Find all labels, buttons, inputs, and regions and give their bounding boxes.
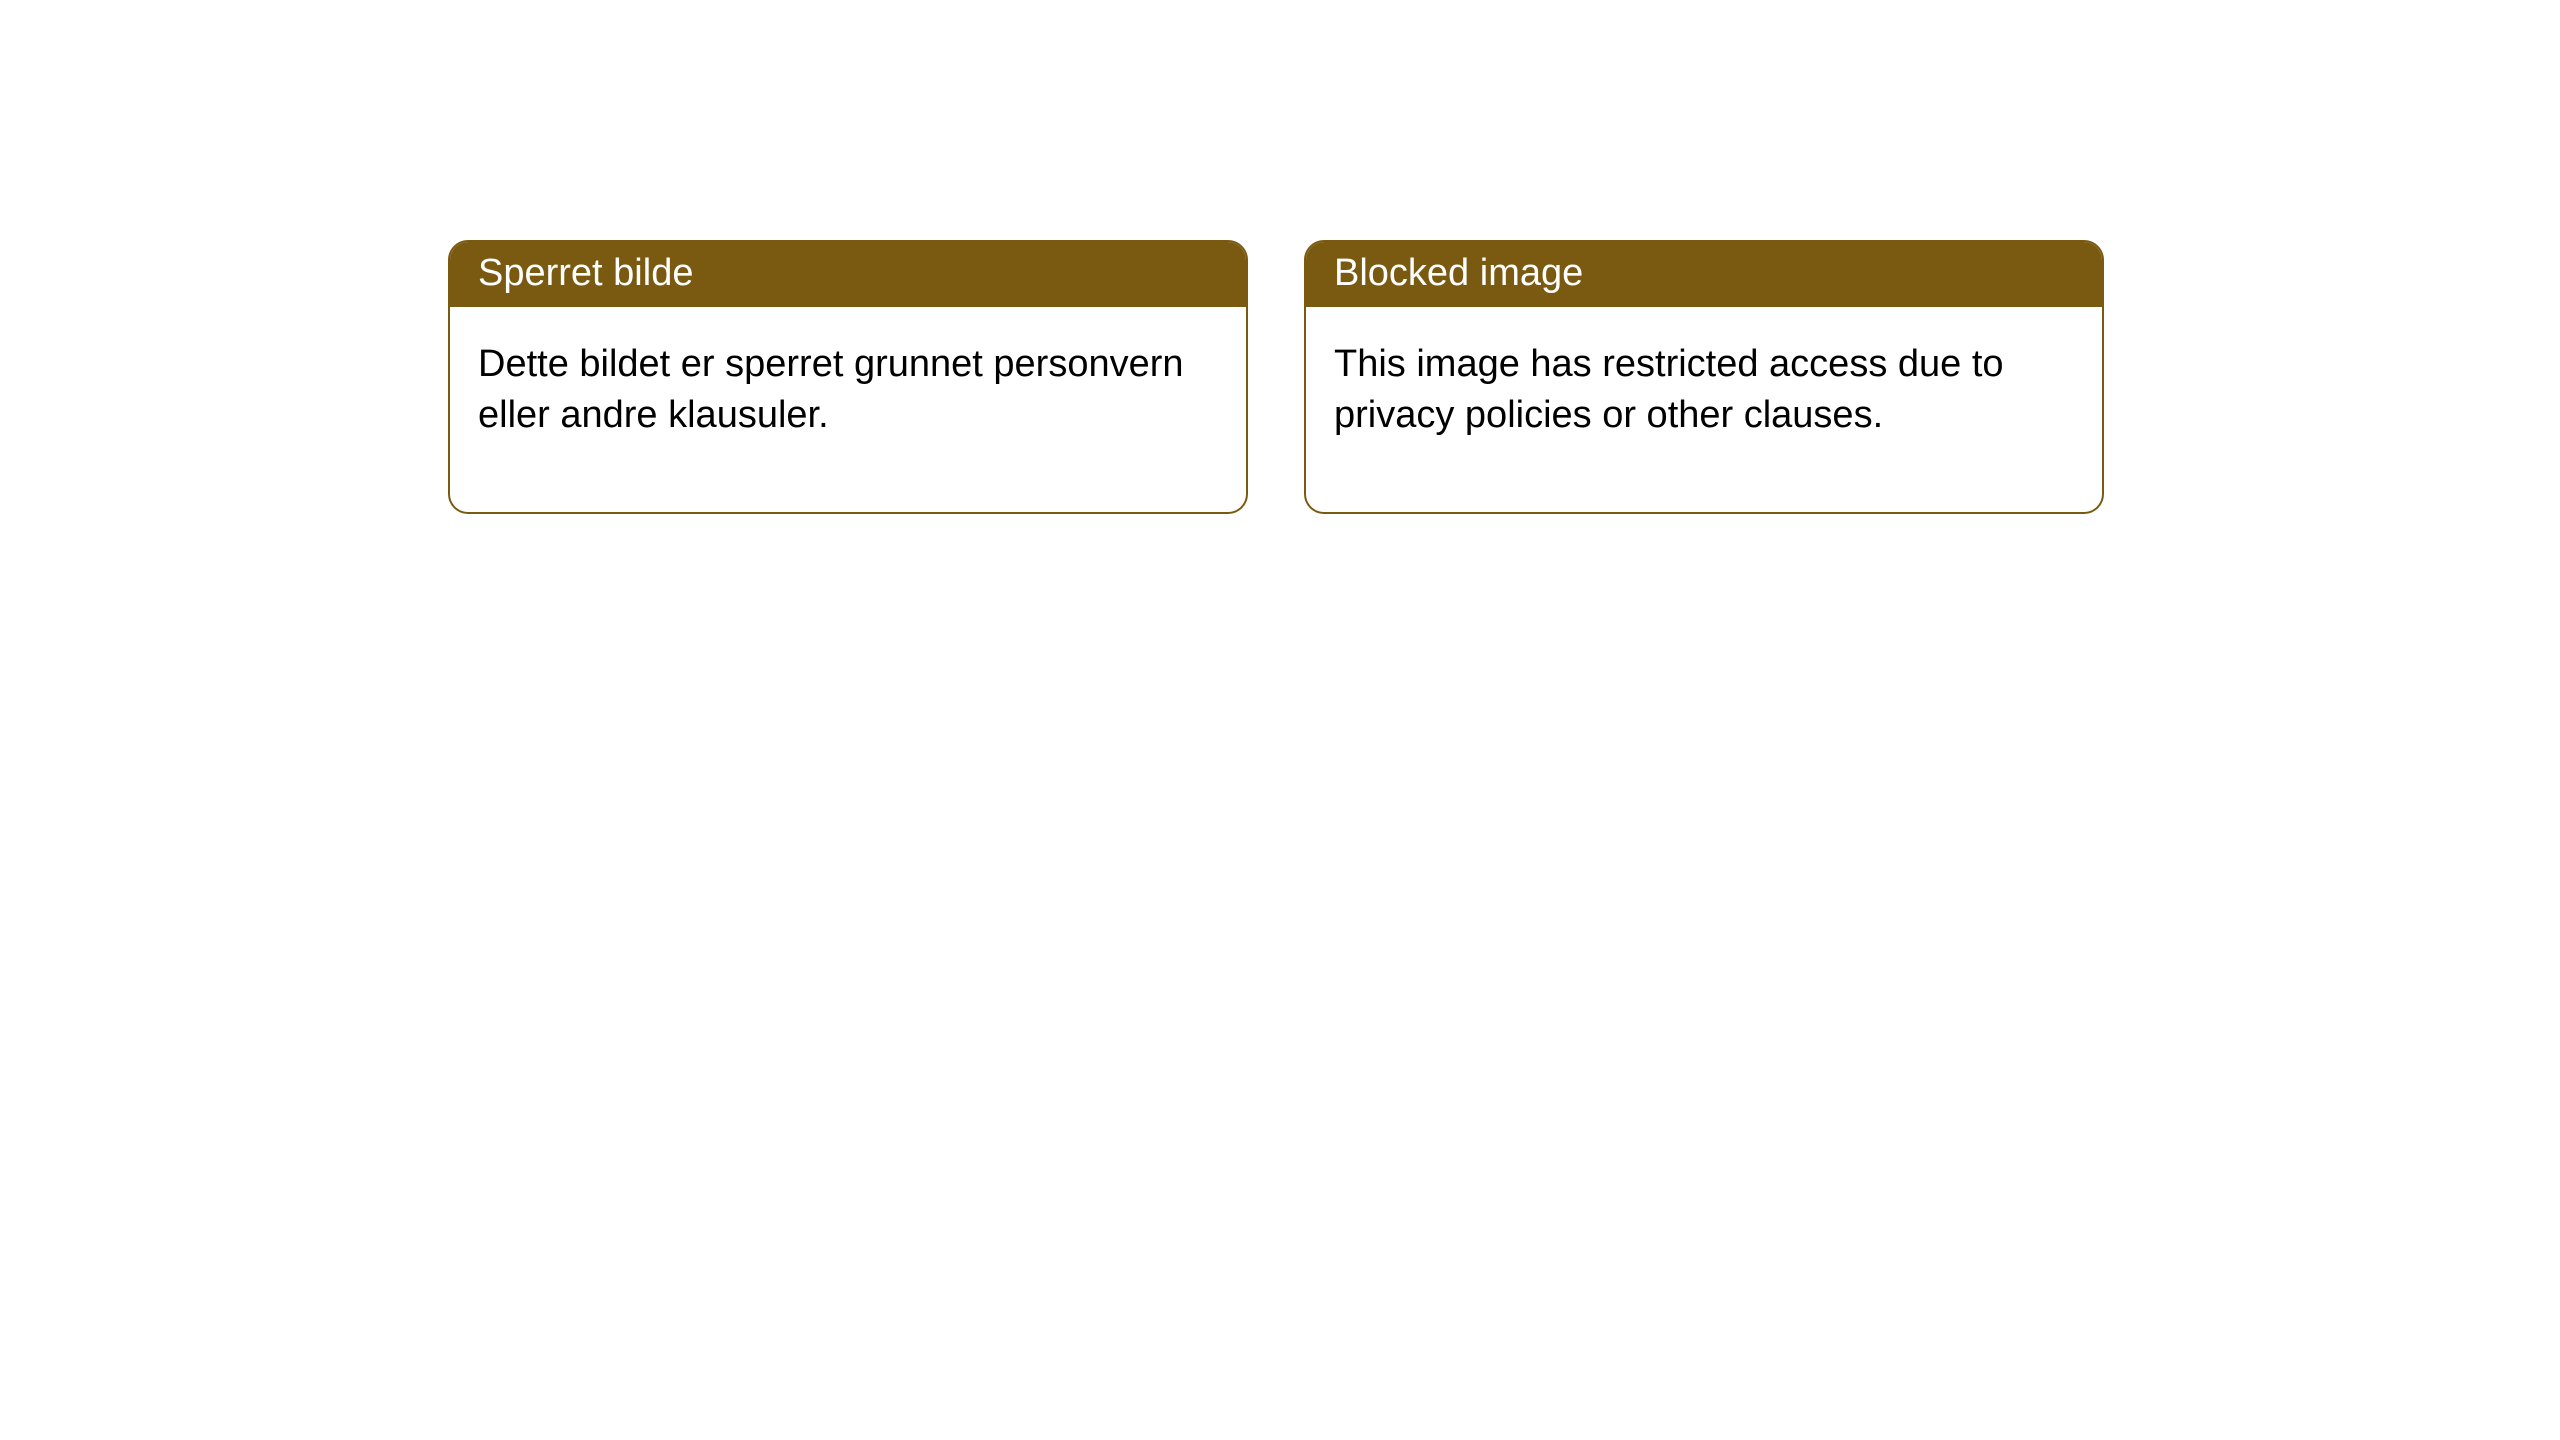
notice-card-no-body: Dette bildet er sperret grunnet personve… — [450, 307, 1246, 512]
notice-card-en-body: This image has restricted access due to … — [1306, 307, 2102, 512]
notice-container: Sperret bilde Dette bildet er sperret gr… — [448, 240, 2104, 514]
notice-card-en: Blocked image This image has restricted … — [1304, 240, 2104, 514]
notice-card-en-title: Blocked image — [1306, 242, 2102, 307]
notice-card-no-title: Sperret bilde — [450, 242, 1246, 307]
notice-card-no: Sperret bilde Dette bildet er sperret gr… — [448, 240, 1248, 514]
